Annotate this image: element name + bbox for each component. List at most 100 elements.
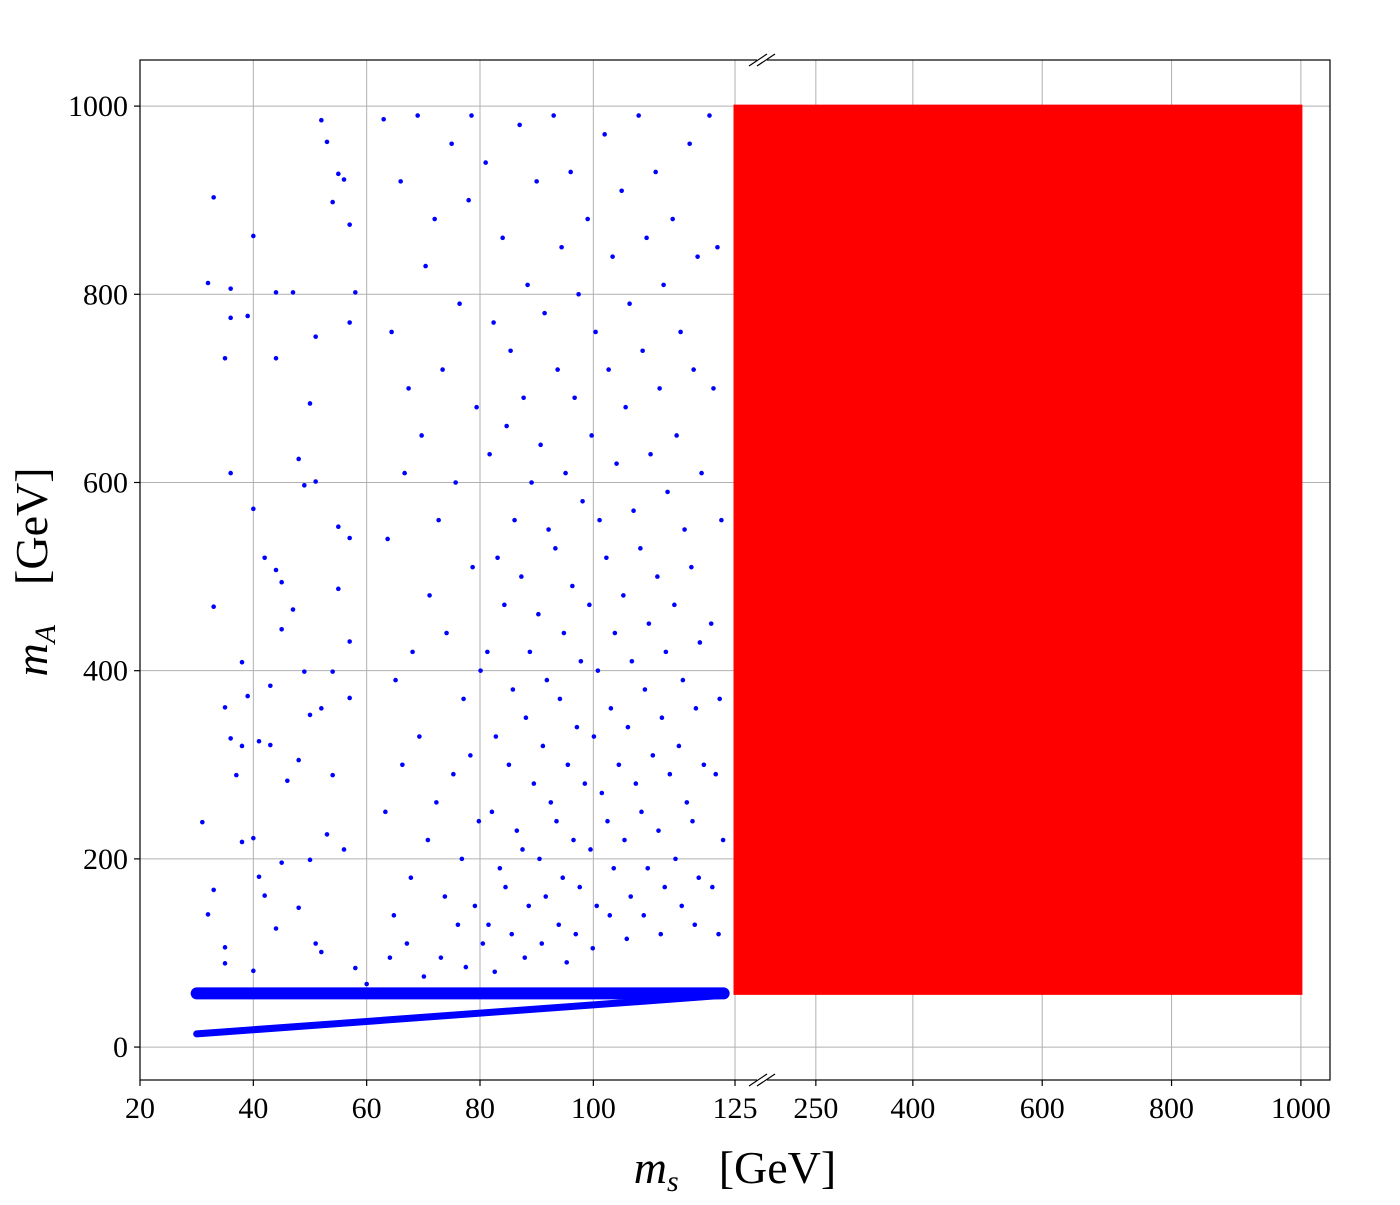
point <box>519 574 524 579</box>
point <box>672 602 677 608</box>
point <box>427 593 432 598</box>
point <box>457 301 462 307</box>
point <box>684 800 690 805</box>
point <box>646 621 652 626</box>
point <box>444 630 449 636</box>
point <box>587 602 592 608</box>
point <box>539 941 545 946</box>
point <box>408 875 414 880</box>
point <box>341 847 347 852</box>
point <box>604 555 609 561</box>
point <box>564 960 569 965</box>
point <box>667 771 673 777</box>
point <box>497 865 503 871</box>
point <box>251 506 256 512</box>
point <box>565 762 571 768</box>
point <box>560 875 566 880</box>
x-tick-label: 125 <box>713 1092 758 1125</box>
point <box>622 837 627 843</box>
point <box>544 677 550 683</box>
point <box>455 922 461 928</box>
point <box>612 630 618 636</box>
x-tick-label: 40 <box>238 1092 268 1125</box>
point <box>536 611 541 617</box>
point <box>442 894 448 899</box>
x-tick-label: 60 <box>352 1092 382 1125</box>
point <box>228 315 233 321</box>
x-tick-label: 400 <box>890 1092 935 1125</box>
point <box>678 329 683 335</box>
point <box>474 404 479 410</box>
point <box>621 593 626 598</box>
point <box>676 743 682 749</box>
point <box>440 367 445 372</box>
point <box>595 668 601 673</box>
point <box>487 451 492 457</box>
point <box>639 809 644 815</box>
point <box>662 884 668 890</box>
point <box>502 602 507 608</box>
point <box>674 433 679 438</box>
point <box>285 778 290 784</box>
point <box>673 856 678 862</box>
point <box>525 282 530 288</box>
point <box>701 762 707 768</box>
point <box>415 113 420 118</box>
point <box>710 884 715 890</box>
point <box>239 743 245 749</box>
point <box>489 809 495 815</box>
point <box>256 874 262 880</box>
point <box>574 724 580 730</box>
point <box>262 893 267 898</box>
point <box>663 649 669 655</box>
point <box>616 762 622 768</box>
point <box>211 195 216 200</box>
point <box>585 216 590 222</box>
point <box>623 404 628 410</box>
point <box>548 800 554 805</box>
point <box>290 290 296 295</box>
y-label-unit: [GeV] <box>6 467 57 585</box>
point <box>239 659 245 665</box>
y-tick-label: 200 <box>83 843 128 876</box>
point <box>561 630 567 636</box>
point <box>693 706 699 711</box>
point <box>589 433 594 438</box>
point <box>353 965 358 971</box>
point <box>383 809 388 815</box>
point <box>642 687 648 692</box>
point <box>597 517 602 523</box>
point <box>577 884 583 890</box>
point <box>470 564 475 570</box>
point <box>492 969 498 975</box>
point <box>402 470 407 476</box>
point <box>594 903 600 909</box>
point <box>537 856 542 862</box>
point <box>500 235 505 241</box>
x-tick-label: 800 <box>1149 1092 1194 1125</box>
x-tick-label: 80 <box>465 1092 495 1125</box>
x-axis-label: ms [GeV] <box>634 1142 836 1198</box>
point <box>719 517 724 523</box>
point <box>655 574 660 579</box>
point <box>251 835 256 841</box>
y-tick-label: 1000 <box>68 90 128 123</box>
point <box>385 536 390 542</box>
point <box>313 479 318 484</box>
axis-break-mark <box>756 53 776 67</box>
point <box>692 922 698 928</box>
point <box>542 310 547 316</box>
point <box>472 903 478 909</box>
point <box>540 743 546 749</box>
point <box>624 936 630 942</box>
point <box>602 132 607 137</box>
point <box>476 818 482 824</box>
axis-break-gap <box>757 58 767 62</box>
point <box>543 894 549 899</box>
point <box>627 301 632 307</box>
point <box>636 113 641 118</box>
point <box>330 772 335 778</box>
point <box>633 781 639 786</box>
point <box>605 818 610 824</box>
point <box>591 734 597 739</box>
